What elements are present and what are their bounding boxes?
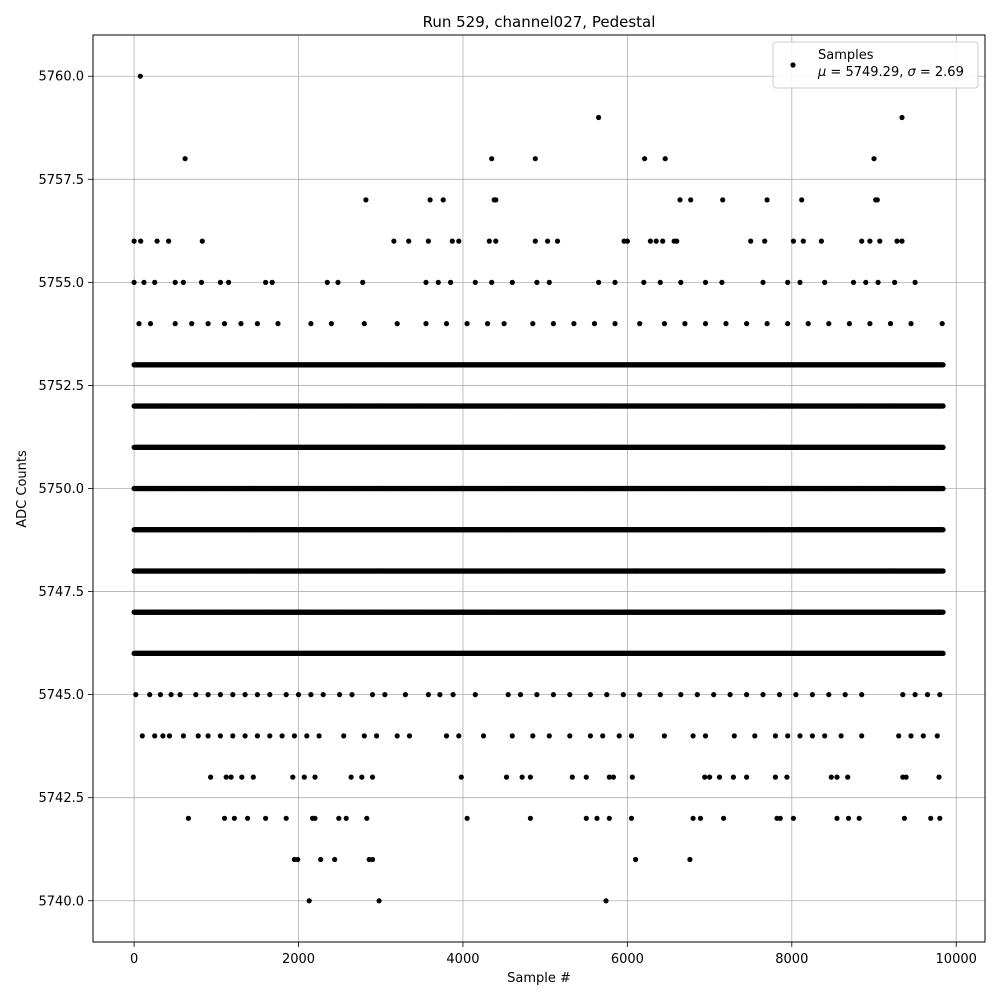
data-point xyxy=(940,650,946,657)
chart-title: Run 529, channel027, Pedestal xyxy=(423,13,656,31)
data-point xyxy=(940,568,946,574)
data-point xyxy=(940,609,946,615)
data-points xyxy=(131,73,946,904)
